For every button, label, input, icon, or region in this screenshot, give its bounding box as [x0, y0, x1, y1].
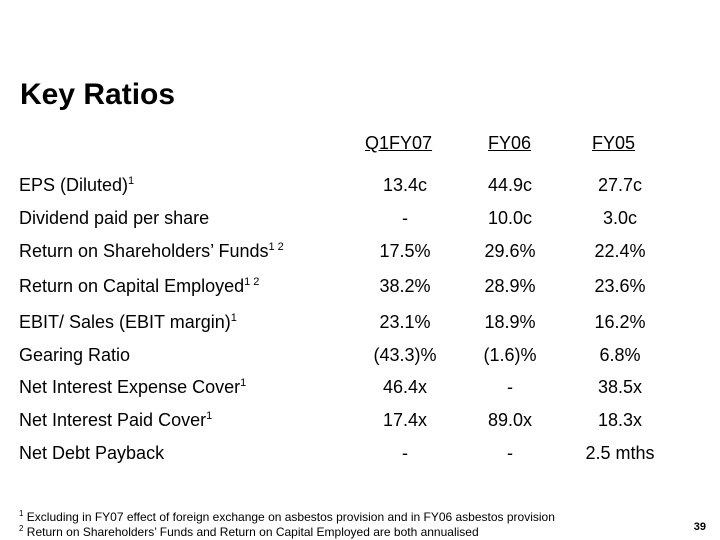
value-cell-fy06: 10.0c [487, 208, 533, 228]
value-cell-fy06: 28.9% [484, 276, 536, 296]
value-cell-fy06: - [507, 443, 513, 463]
value-cell-q1fy07: 46.4x [382, 377, 428, 397]
footnote-ref: 1 2 [268, 241, 284, 253]
value-cell-q1fy07: 13.4c [382, 175, 428, 195]
row-label-text: Net Debt Payback [19, 443, 165, 463]
value-cell-fy05: 2.5 mths [585, 443, 655, 463]
footnote-text: Excluding in FY07 effect of foreign exch… [26, 510, 555, 524]
row-label-text: Net Interest Paid Cover [19, 410, 207, 430]
value-cell-fy05: 3.0c [602, 208, 638, 228]
value-cell-q1fy07: - [402, 443, 408, 463]
value-cell-fy05: 22.4% [594, 241, 646, 261]
row-label: Dividend paid per share [19, 208, 209, 229]
value-cell-fy06: - [507, 377, 513, 397]
value-cell-fy05: 27.7c [597, 175, 643, 195]
footnote-2: 2 Return on Shareholders’ Funds and Retu… [19, 524, 479, 540]
value-cell-fy05: 23.6% [594, 276, 646, 296]
row-label-text: Net Interest Expense Cover [19, 377, 241, 397]
footnote-1: 1 Excluding in FY07 effect of foreign ex… [19, 509, 555, 525]
footnote-ref: 1 [206, 410, 213, 422]
value-cell-q1fy07: (43.3)% [373, 345, 437, 365]
footnote-text: Return on Shareholders’ Funds and Return… [26, 525, 479, 539]
value-cell-q1fy07: 38.2% [379, 276, 431, 296]
value-cell-q1fy07: - [402, 208, 408, 228]
row-label: Net Debt Payback [19, 443, 164, 464]
footnote-ref: 1 [230, 312, 237, 324]
row-label-text: EPS (Diluted) [19, 175, 129, 195]
value-cell-q1fy07: 23.1% [379, 312, 431, 332]
row-label: Return on Capital Employed1 2 [19, 276, 259, 297]
row-label: EBIT/ Sales (EBIT margin)1 [19, 312, 237, 333]
footnote-ref: 1 2 [244, 276, 260, 288]
value-cell-fy05: 16.2% [594, 312, 646, 332]
footnote-ref: 1 [240, 377, 247, 389]
value-cell-fy06: (1.6)% [483, 345, 537, 365]
page-number: 39 [693, 521, 706, 533]
footnote-ref: 1 [128, 175, 135, 187]
row-label-text: Gearing Ratio [19, 345, 131, 365]
footnote-mark: 1 [19, 509, 24, 518]
value-cell-q1fy07: 17.4x [382, 410, 428, 430]
row-label: Return on Shareholders’ Funds1 2 [19, 241, 284, 262]
value-cell-q1fy07: 17.5% [379, 241, 431, 261]
row-label: EPS (Diluted)1 [19, 175, 134, 196]
row-label: Net Interest Paid Cover1 [19, 410, 212, 431]
row-label-text: Return on Capital Employed [19, 276, 245, 296]
footnote-mark: 2 [19, 524, 24, 533]
column-header-fy06: FY06 [488, 133, 532, 153]
column-header-q1fy07: Q1FY07 [365, 133, 433, 153]
column-header-fy05: FY05 [592, 133, 636, 153]
row-label-text: Dividend paid per share [19, 208, 210, 228]
row-label: Gearing Ratio [19, 345, 130, 366]
value-cell-fy05: 38.5x [597, 377, 643, 397]
value-cell-fy06: 89.0x [487, 410, 533, 430]
row-label: Net Interest Expense Cover1 [19, 377, 246, 398]
row-label-text: EBIT/ Sales (EBIT margin) [19, 312, 231, 332]
value-cell-fy05: 18.3x [597, 410, 643, 430]
value-cell-fy06: 44.9c [487, 175, 533, 195]
value-cell-fy06: 29.6% [484, 241, 536, 261]
value-cell-fy06: 18.9% [484, 312, 536, 332]
row-label-text: Return on Shareholders’ Funds [19, 241, 269, 261]
page-title: Key Ratios [20, 78, 176, 111]
value-cell-fy05: 6.8% [599, 345, 641, 365]
